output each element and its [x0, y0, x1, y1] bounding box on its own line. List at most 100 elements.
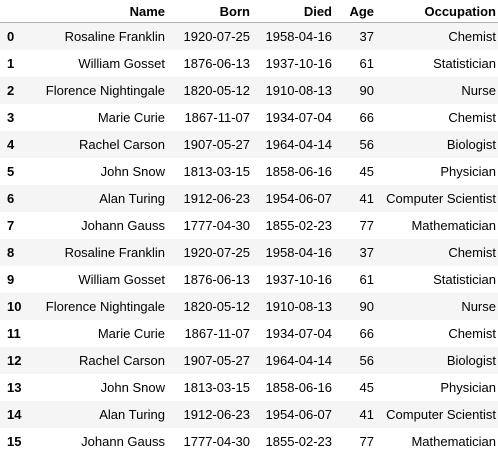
cell-born: 1920-07-25	[183, 29, 251, 44]
cell-age: 90	[359, 83, 374, 98]
cell-name: Rosaline Franklin	[64, 245, 165, 260]
header-row: Name Born Died Age Occupation	[0, 0, 498, 23]
cell-age: 56	[359, 137, 374, 152]
cell-occupation: Biologist	[446, 353, 496, 368]
row-index: 15	[7, 434, 22, 449]
cell-died: 1858-06-16	[265, 164, 333, 179]
cell-age: 61	[359, 272, 374, 287]
cell-born: 1813-03-15	[183, 380, 251, 395]
cell-name: Marie Curie	[97, 110, 165, 125]
cell-occupation: Physician	[440, 380, 496, 395]
header-name: Name	[30, 0, 167, 23]
cell-occupation: Chemist	[448, 110, 496, 125]
cell-died: 1954-06-07	[265, 191, 333, 206]
cell-name: Rachel Carson	[79, 353, 165, 368]
cell-occupation: Chemist	[448, 245, 496, 260]
cell-died: 1937-10-16	[265, 272, 333, 287]
table-row: 9 William Gosset 1876-06-13 1937-10-16 61 Sta…	[0, 266, 498, 293]
cell-occupation: Statistician	[433, 272, 496, 287]
cell-age: 41	[359, 407, 374, 422]
cell-occupation: Mathematician	[411, 434, 496, 449]
cell-died: 1934-07-04	[265, 110, 333, 125]
row-index: 14	[7, 407, 22, 422]
cell-died: 1937-10-16	[265, 56, 333, 71]
table-row: 12 Rachel Carson 1907-05-27 1964-04-14 56 Bio…	[0, 347, 498, 374]
cell-born: 1912-06-23	[183, 407, 251, 422]
cell-died: 1958-04-16	[265, 245, 333, 260]
cell-occupation: Chemist	[448, 29, 496, 44]
cell-born: 1907-05-27	[183, 137, 251, 152]
row-index: 5	[7, 164, 15, 179]
table-row: 7 Johann Gauss 1777-04-30 1855-02-23 77 Mathe…	[0, 212, 498, 239]
cell-age: 77	[359, 218, 374, 233]
cell-died: 1858-06-16	[265, 380, 333, 395]
cell-born: 1876-06-13	[183, 272, 251, 287]
table-row: 14 Alan Turing 1912-06-23 1954-06-07 41 Compu…	[0, 401, 498, 428]
header-age: Age	[334, 0, 376, 23]
cell-age: 77	[359, 434, 374, 449]
cell-born: 1820-05-12	[183, 83, 251, 98]
header-died: Died	[252, 0, 334, 23]
row-index: 7	[7, 218, 15, 233]
cell-age: 37	[359, 29, 374, 44]
cell-name: John Snow	[100, 380, 165, 395]
table-row: 11 Marie Curie 1867-11-07 1934-07-04 66 Chemi…	[0, 320, 498, 347]
table-row: 2 Florence Nightingale 1820-05-12 1910-08-1…	[0, 77, 498, 104]
cell-born: 1777-04-30	[183, 434, 251, 449]
cell-age: 37	[359, 245, 374, 260]
cell-occupation: Statistician	[433, 56, 496, 71]
cell-name: Johann Gauss	[81, 434, 165, 449]
row-index: 6	[7, 191, 15, 206]
cell-age: 66	[359, 110, 374, 125]
cell-died: 1910-08-13	[265, 83, 333, 98]
cell-occupation: Physician	[440, 164, 496, 179]
cell-name: John Snow	[100, 164, 165, 179]
cell-born: 1876-06-13	[183, 56, 251, 71]
table-row: 8 Rosaline Franklin 1920-07-25 1958-04-16 37…	[0, 239, 498, 266]
cell-name: William Gosset	[78, 272, 165, 287]
row-index: 12	[7, 353, 22, 368]
row-index: 3	[7, 110, 15, 125]
cell-age: 45	[359, 380, 374, 395]
cell-name: Alan Turing	[99, 407, 165, 422]
cell-born: 1907-05-27	[183, 353, 251, 368]
header-index	[0, 0, 30, 23]
cell-born: 1867-11-07	[184, 326, 250, 341]
cell-name: Johann Gauss	[81, 218, 165, 233]
cell-age: 90	[359, 299, 374, 314]
row-index: 11	[7, 326, 21, 341]
row-index: 0	[7, 29, 15, 44]
cell-age: 45	[359, 164, 374, 179]
cell-died: 1855-02-23	[265, 434, 333, 449]
row-index: 8	[7, 245, 15, 260]
row-index: 13	[7, 380, 22, 395]
cell-name: Alan Turing	[99, 191, 165, 206]
cell-name: Florence Nightingale	[45, 299, 165, 314]
table-row: 6 Alan Turing 1912-06-23 1954-06-07 41 Comput…	[0, 185, 498, 212]
cell-occupation: Computer Scientist	[386, 191, 496, 206]
cell-born: 1820-05-12	[183, 299, 251, 314]
cell-died: 1855-02-23	[265, 218, 333, 233]
cell-name: Rosaline Franklin	[64, 29, 165, 44]
cell-died: 1958-04-16	[265, 29, 333, 44]
cell-born: 1912-06-23	[183, 191, 251, 206]
table-body: 0 Rosaline Franklin 1920-07-25 1958-04-16 37…	[0, 22, 498, 455]
cell-name: William Gosset	[78, 56, 165, 71]
table-row: 13 John Snow 1813-03-15 1858-06-16 45 Physici…	[0, 374, 498, 401]
row-index: 9	[7, 272, 15, 287]
cell-born: 1867-11-07	[184, 110, 250, 125]
cell-died: 1964-04-14	[265, 137, 333, 152]
table-row: 5 John Snow 1813-03-15 1858-06-16 45 Physicia…	[0, 158, 498, 185]
table-row: 3 Marie Curie 1867-11-07 1934-07-04 66 Chemis…	[0, 104, 498, 131]
cell-born: 1813-03-15	[183, 164, 251, 179]
table-row: 15 Johann Gauss 1777-04-30 1855-02-23 77 Math…	[0, 428, 498, 455]
cell-died: 1934-07-04	[265, 326, 333, 341]
cell-born: 1920-07-25	[183, 245, 251, 260]
header-born: Born	[167, 0, 252, 23]
row-index: 4	[7, 137, 15, 152]
row-index: 10	[7, 299, 22, 314]
cell-occupation: Mathematician	[411, 218, 496, 233]
cell-died: 1910-08-13	[265, 299, 333, 314]
cell-name: Rachel Carson	[79, 137, 165, 152]
